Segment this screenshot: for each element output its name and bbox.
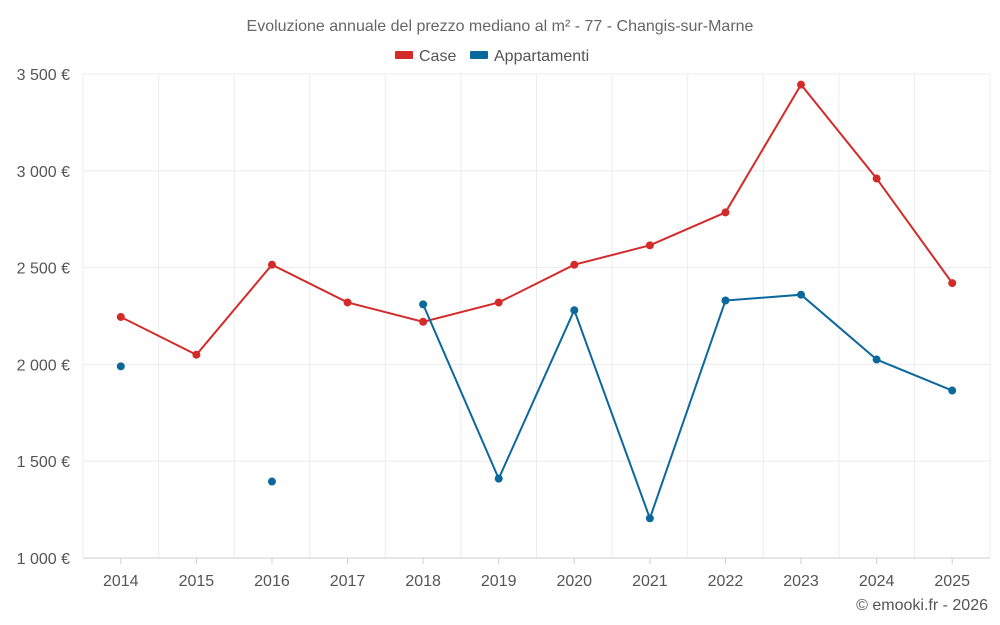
data-point-appartamenti[interactable] xyxy=(116,362,125,371)
data-point-appartamenti[interactable] xyxy=(872,355,881,364)
data-point-case[interactable] xyxy=(192,350,201,359)
y-tick-label: 3 500 € xyxy=(17,67,70,84)
data-point-case[interactable] xyxy=(343,298,352,307)
x-tick-label: 2023 xyxy=(783,573,819,590)
y-tick-label: 2 500 € xyxy=(17,261,70,278)
y-tick-label: 3 000 € xyxy=(17,164,70,181)
data-point-case[interactable] xyxy=(494,298,503,307)
legend-swatch-appartamenti xyxy=(470,51,488,59)
series xyxy=(116,80,957,523)
data-point-case[interactable] xyxy=(721,208,730,217)
y-tick-label: 2 000 € xyxy=(17,357,70,374)
x-tick-label: 2019 xyxy=(481,573,517,590)
axes: 1 000 € 1 500 € 2 000 € 2 500 € 3 000 € 3 500… xyxy=(17,67,990,590)
data-point-case[interactable] xyxy=(872,174,881,183)
data-point-case[interactable] xyxy=(116,312,125,321)
x-tick-label: 2021 xyxy=(632,573,668,590)
x-tick-label: 2014 xyxy=(103,573,139,590)
x-tick-label: 2016 xyxy=(254,573,290,590)
legend-swatch-case xyxy=(395,51,413,59)
credit-text: © emooki.fr - 2026 xyxy=(856,597,988,614)
x-tick-label: 2025 xyxy=(934,573,970,590)
legend: Case Appartamenti xyxy=(395,48,589,65)
data-point-appartamenti[interactable] xyxy=(419,300,428,309)
data-point-case[interactable] xyxy=(645,241,654,250)
series-case xyxy=(116,80,957,359)
data-point-appartamenti[interactable] xyxy=(797,290,806,299)
legend-label-case: Case xyxy=(419,48,456,65)
x-tick-label: 2018 xyxy=(405,573,441,590)
data-point-appartamenti[interactable] xyxy=(494,474,503,483)
data-point-appartamenti[interactable] xyxy=(570,306,579,315)
grid xyxy=(82,73,991,558)
x-tick-label: 2017 xyxy=(330,573,366,590)
data-point-case[interactable] xyxy=(267,260,276,269)
x-tick-label: 2020 xyxy=(556,573,592,590)
y-tick-label: 1 500 € xyxy=(17,454,70,471)
legend-item-case[interactable]: Case xyxy=(395,48,456,65)
data-point-case[interactable] xyxy=(797,80,806,89)
x-tick-label: 2015 xyxy=(179,573,215,590)
legend-label-appartamenti: Appartamenti xyxy=(494,48,589,65)
data-point-case[interactable] xyxy=(419,317,428,326)
data-point-case[interactable] xyxy=(570,260,579,269)
x-tick-label: 2022 xyxy=(708,573,744,590)
x-tick-label: 2024 xyxy=(859,573,895,590)
chart-title: Evoluzione annuale del prezzo mediano al… xyxy=(247,18,754,35)
data-point-appartamenti[interactable] xyxy=(721,296,730,305)
data-point-appartamenti[interactable] xyxy=(267,477,276,486)
data-point-appartamenti[interactable] xyxy=(948,386,957,395)
data-point-case[interactable] xyxy=(948,279,957,288)
legend-item-appartamenti[interactable]: Appartamenti xyxy=(470,48,589,65)
series-line-case xyxy=(120,82,954,356)
y-tick-label: 1 000 € xyxy=(17,551,70,568)
series-appartamenti xyxy=(116,290,957,523)
series-line-appartamenti xyxy=(422,293,953,522)
data-point-appartamenti[interactable] xyxy=(645,514,654,523)
